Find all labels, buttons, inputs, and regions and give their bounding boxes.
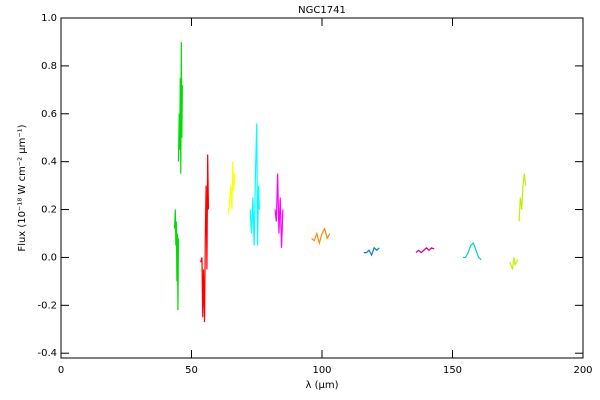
spectrum-line	[509, 257, 519, 270]
y-tick-label: -0.4	[37, 348, 57, 359]
spectrum-line	[200, 154, 210, 323]
y-tick-label: 0.0	[41, 252, 57, 263]
x-axis-label: λ (μm)	[305, 380, 338, 391]
spectrum-line	[177, 41, 183, 174]
spectrum-line	[462, 242, 482, 261]
chart-title: NGC1741	[298, 5, 346, 16]
spectrum-line	[311, 227, 331, 246]
y-tick-label: 1.0	[41, 13, 57, 24]
y-tick-label: 0.4	[41, 157, 57, 168]
y-axis-label: Flux (10⁻¹⁸ W cm⁻² μm⁻¹)	[17, 124, 28, 251]
x-tick-label: 200	[573, 365, 592, 376]
y-tick-label: -0.2	[37, 300, 57, 311]
spectrum-line	[518, 173, 527, 222]
y-tick-label: 0.2	[41, 205, 57, 216]
spectrum-line	[415, 247, 435, 254]
y-tick-label: 0.6	[41, 109, 57, 120]
x-tick-label: 50	[185, 365, 198, 376]
x-tick-label: 150	[443, 365, 462, 376]
y-tick-label: 0.8	[41, 61, 57, 72]
spectrum-line	[227, 161, 236, 215]
spectrum-line	[363, 246, 380, 257]
x-tick-label: 100	[312, 365, 331, 376]
spectrum-line	[274, 173, 284, 248]
spectrum-line	[173, 209, 180, 311]
spectrum-line	[249, 123, 260, 246]
x-tick-label: 0	[58, 365, 64, 376]
plot-frame	[60, 17, 584, 359]
